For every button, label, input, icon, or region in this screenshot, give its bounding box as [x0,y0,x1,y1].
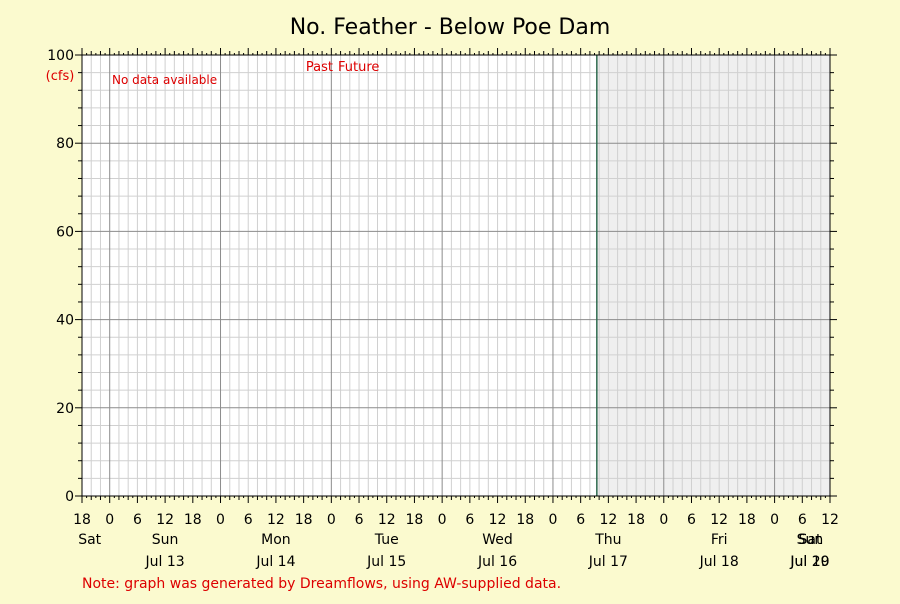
axis-ticks [75,48,837,503]
y-tick-label: 40 [56,313,74,329]
day-weekday-label: Sat [78,532,101,548]
day-date-label: Jul 15 [366,554,406,570]
day-weekday-label: Sat [799,532,822,548]
major-gridlines [82,55,830,496]
day-date-label: Jul 13 [145,554,185,570]
x-tick-label: 6 [355,512,364,528]
x-tick-label: 12 [599,512,617,528]
day-date-label: Jul 18 [699,554,739,570]
footer-note: Note: graph was generated by Dreamflows,… [82,576,561,592]
day-date-label: Jul 20 [789,554,829,570]
y-tick-label: 60 [56,224,74,240]
x-tick-label: 18 [516,512,534,528]
x-tick-label: 12 [378,512,396,528]
x-tick-label: 0 [327,512,336,528]
x-tick-label: 6 [576,512,585,528]
future-region [596,55,830,496]
x-tick-label: 0 [105,512,114,528]
x-tick-label: 18 [295,512,313,528]
y-axis-unit: (cfs) [46,69,75,84]
day-weekday-label: Thu [594,532,621,548]
minor-gridlines [82,55,830,496]
x-tick-label: 12 [489,512,507,528]
day-weekday-label: Sun [797,532,824,548]
x-tick-label: 18 [184,512,202,528]
past-label: Past [306,60,333,75]
day-date-label: Jul 14 [255,554,295,570]
no-data-label: No data available [112,73,217,87]
x-tick-label: 6 [244,512,253,528]
x-tick-labels: 18 0 6 12 18 0 6 12 18 0 6 12 18 0 6 12 18 0 6 12 18 0 6 12 18 0 6… [73,512,839,528]
y-tick-label: 20 [56,401,74,417]
x-tick-label: 12 [156,512,174,528]
day-weekday-label: Mon [261,532,291,548]
x-tick-label: 6 [133,512,142,528]
day-weekday-label: Tue [374,532,399,548]
day-date-label: Jul 19 [789,554,829,570]
past-region [82,55,597,496]
future-label: Future [338,60,379,75]
x-tick-label: 6 [798,512,807,528]
x-tick-label: 6 [465,512,474,528]
x-tick-label: 0 [770,512,779,528]
day-weekday-label: Wed [482,532,513,548]
x-tick-label: 18 [738,512,756,528]
y-tick-label: 80 [56,136,74,152]
chart-title: No. Feather - Below Poe Dam [290,15,611,40]
x-tick-label: 0 [549,512,558,528]
x-tick-label: 0 [659,512,668,528]
x-tick-label: 0 [438,512,447,528]
day-date-label: Jul 17 [588,554,628,570]
y-tick-label: 100 [47,48,74,64]
day-weekday-label: Sun [152,532,179,548]
x-tick-label: 12 [710,512,728,528]
x-tick-label: 6 [687,512,696,528]
y-tick-labels: 0 20 40 60 80 100 [47,48,74,505]
x-tick-label: 18 [627,512,645,528]
y-tick-label: 0 [65,489,74,505]
x-tick-label: 12 [267,512,285,528]
day-weekday-label: Fri [711,532,728,548]
x-tick-label: 18 [406,512,424,528]
x-tick-label: 12 [821,512,839,528]
x-tick-label: 0 [216,512,225,528]
day-date-label: Jul 16 [477,554,517,570]
x-tick-label: 18 [73,512,91,528]
